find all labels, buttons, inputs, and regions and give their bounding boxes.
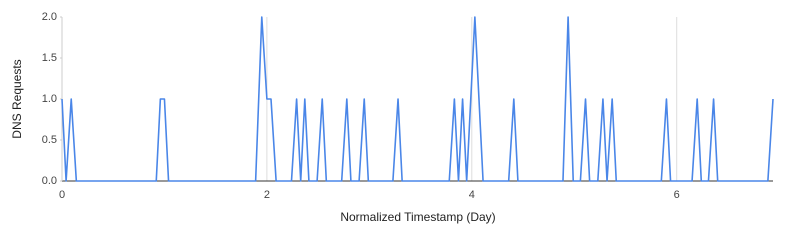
y-tick-label: 0.0 bbox=[42, 175, 57, 187]
x-axis-title: Normalized Timestamp (Day) bbox=[340, 210, 495, 224]
y-tick-label: 2.0 bbox=[42, 11, 57, 23]
y-tick-label: 1.5 bbox=[42, 52, 57, 64]
x-tick-label: 0 bbox=[59, 189, 65, 201]
x-tick-label: 2 bbox=[264, 189, 270, 201]
x-tick-label: 6 bbox=[674, 189, 680, 201]
data-line bbox=[61, 16, 774, 182]
x-tick-label: 4 bbox=[469, 189, 475, 201]
y-axis-title: DNS Requests bbox=[10, 59, 24, 138]
y-tick-label: 1.0 bbox=[42, 93, 57, 105]
y-tick-label: 0.5 bbox=[42, 134, 57, 146]
